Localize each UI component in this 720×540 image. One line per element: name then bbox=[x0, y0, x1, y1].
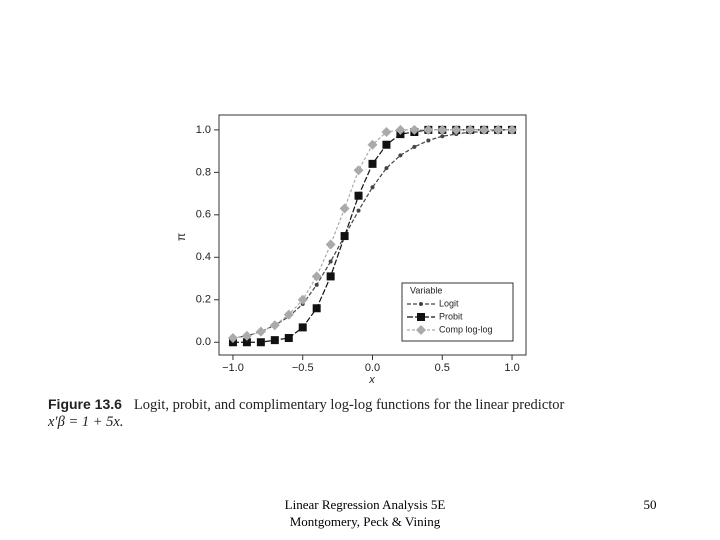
marker bbox=[242, 338, 251, 347]
legend-title: Variable bbox=[410, 285, 442, 295]
y-tick-label: 0.0 bbox=[196, 336, 211, 348]
marker bbox=[417, 313, 425, 321]
caption-text: Logit, probit, and complimentary log-log… bbox=[133, 397, 565, 413]
marker bbox=[367, 139, 378, 150]
marker bbox=[269, 320, 280, 331]
marker bbox=[451, 124, 462, 135]
footer-authors: Montgomery, Peck & Vining bbox=[289, 514, 441, 529]
marker bbox=[354, 191, 363, 200]
y-tick-label: 1.0 bbox=[196, 124, 211, 136]
marker bbox=[314, 282, 319, 287]
y-tick-label: 0.4 bbox=[196, 251, 211, 263]
legend-label: Comp log-log bbox=[439, 324, 493, 334]
marker bbox=[255, 326, 266, 337]
legend-label: Logit bbox=[439, 298, 459, 308]
caption-label: Figure 13.6 bbox=[48, 396, 122, 412]
marker bbox=[283, 309, 294, 320]
x-tick-label: 0.0 bbox=[365, 362, 380, 374]
marker bbox=[409, 124, 420, 135]
marker bbox=[493, 124, 504, 135]
marker bbox=[416, 325, 426, 335]
y-tick-label: 0.2 bbox=[196, 294, 211, 306]
x-tick-label: −0.5 bbox=[292, 362, 314, 374]
page-number: 50 bbox=[643, 497, 657, 512]
marker bbox=[395, 124, 406, 135]
marker bbox=[440, 134, 445, 139]
marker bbox=[437, 124, 448, 135]
marker bbox=[479, 124, 490, 135]
marker bbox=[256, 338, 265, 347]
caption-formula: x′β = 1 + 5x. bbox=[48, 414, 124, 430]
marker bbox=[297, 294, 308, 305]
marker bbox=[353, 165, 364, 176]
marker bbox=[423, 124, 434, 135]
y-axis-label: π bbox=[174, 233, 188, 241]
marker bbox=[312, 304, 321, 313]
x-tick-label: 1.0 bbox=[504, 362, 519, 374]
marker bbox=[340, 232, 349, 241]
marker bbox=[325, 239, 336, 250]
marker bbox=[241, 330, 252, 341]
marker bbox=[426, 138, 431, 143]
marker bbox=[298, 323, 307, 332]
x-tick-label: 0.5 bbox=[435, 362, 450, 374]
marker bbox=[356, 208, 361, 213]
marker bbox=[311, 271, 322, 282]
legend-label: Probit bbox=[439, 311, 463, 321]
marker bbox=[384, 166, 389, 171]
chart: x π 0.0 0.2 0.4 0.6 0.8 1.0 −1.0 −0.5 0.0 0.5 1.0 V… bbox=[174, 114, 527, 386]
marker bbox=[419, 302, 423, 306]
marker bbox=[328, 259, 333, 264]
series-line bbox=[232, 129, 513, 339]
marker bbox=[507, 124, 518, 135]
x-axis-label: x bbox=[368, 374, 375, 386]
marker bbox=[227, 333, 238, 344]
footer-title: Linear Regression Analysis 5E bbox=[284, 497, 446, 512]
marker bbox=[326, 272, 335, 281]
marker bbox=[339, 203, 350, 214]
y-tick-label: 0.6 bbox=[196, 209, 211, 221]
x-tick-label: −1.0 bbox=[222, 362, 244, 374]
marker bbox=[412, 144, 417, 149]
marker bbox=[398, 153, 403, 158]
marker bbox=[370, 185, 375, 190]
marker bbox=[284, 334, 293, 343]
caption-line: Figure 13.6 Logit, probit, and compliment… bbox=[48, 396, 564, 414]
marker bbox=[382, 140, 391, 149]
marker bbox=[368, 159, 377, 168]
marker bbox=[270, 336, 279, 345]
y-tick-label: 0.8 bbox=[196, 166, 211, 178]
marker bbox=[465, 124, 476, 135]
marker bbox=[381, 126, 392, 137]
